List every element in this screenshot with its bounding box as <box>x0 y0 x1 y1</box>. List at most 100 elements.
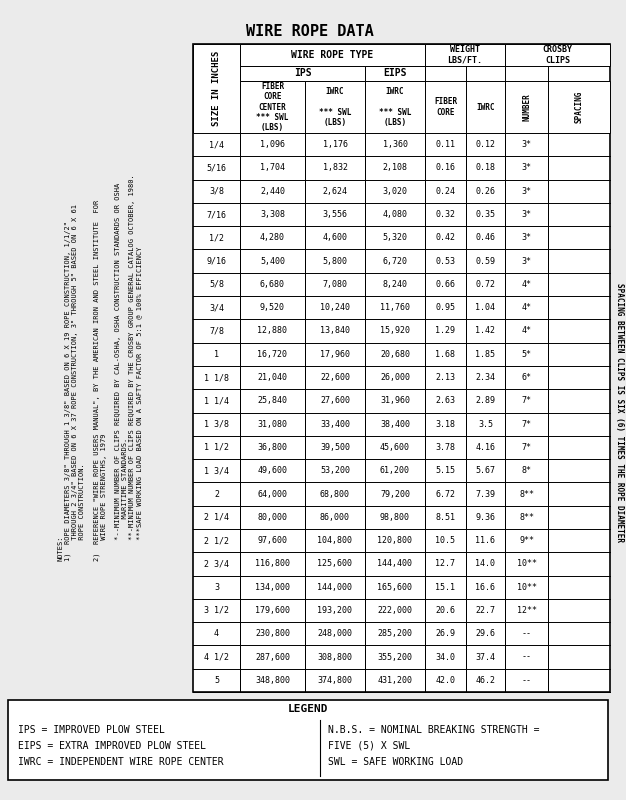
Text: 3: 3 <box>214 582 219 592</box>
Bar <box>240 66 365 81</box>
Text: 7*: 7* <box>521 396 531 406</box>
Text: 4 1/2: 4 1/2 <box>204 653 229 662</box>
Bar <box>365 81 425 133</box>
Text: 1,096: 1,096 <box>260 140 285 149</box>
Text: 7*: 7* <box>521 443 531 452</box>
Text: 104,800: 104,800 <box>317 536 352 545</box>
Text: 79,200: 79,200 <box>380 490 410 498</box>
Text: 10.5: 10.5 <box>436 536 456 545</box>
Text: 348,800: 348,800 <box>255 676 290 685</box>
Text: 26.9: 26.9 <box>436 630 456 638</box>
Text: 22.7: 22.7 <box>476 606 496 615</box>
Text: CROSBY
CLIPS: CROSBY CLIPS <box>543 46 573 65</box>
Text: FIBER
CORE: FIBER CORE <box>434 97 457 117</box>
Text: 2 3/4: 2 3/4 <box>204 559 229 568</box>
Text: 61,200: 61,200 <box>380 466 410 475</box>
Text: EIPS: EIPS <box>383 69 407 78</box>
Text: 0.24: 0.24 <box>436 186 456 196</box>
Text: 0.53: 0.53 <box>436 257 456 266</box>
Text: 222,000: 222,000 <box>377 606 413 615</box>
Text: 31,960: 31,960 <box>380 396 410 406</box>
Text: 1,360: 1,360 <box>382 140 408 149</box>
Text: 5,800: 5,800 <box>322 257 347 266</box>
Bar <box>548 81 610 133</box>
Text: 9**: 9** <box>519 536 534 545</box>
Text: 33,400: 33,400 <box>320 420 350 429</box>
Text: 1 1/8: 1 1/8 <box>204 373 229 382</box>
Text: 98,800: 98,800 <box>380 513 410 522</box>
Text: 6,720: 6,720 <box>382 257 408 266</box>
Text: 0.16: 0.16 <box>436 163 456 173</box>
Bar <box>193 44 610 692</box>
Text: 1.04: 1.04 <box>476 303 496 312</box>
Text: SIZE IN INCHES: SIZE IN INCHES <box>212 51 221 126</box>
Text: 3*: 3* <box>521 186 531 196</box>
Text: 15.1: 15.1 <box>436 582 456 592</box>
Text: 27,600: 27,600 <box>320 396 350 406</box>
Text: 10**: 10** <box>516 582 536 592</box>
Text: 134,000: 134,000 <box>255 582 290 592</box>
Text: 355,200: 355,200 <box>377 653 413 662</box>
Text: 120,800: 120,800 <box>377 536 413 545</box>
Text: 230,800: 230,800 <box>255 630 290 638</box>
Text: 1: 1 <box>214 350 219 358</box>
Text: 287,600: 287,600 <box>255 653 290 662</box>
Text: SPACING: SPACING <box>575 91 583 123</box>
Text: SPACING BETWEEN CLIPS IS SIX (6) TIMES THE ROPE DIAMETER: SPACING BETWEEN CLIPS IS SIX (6) TIMES T… <box>615 283 625 542</box>
Text: 3/4: 3/4 <box>209 303 224 312</box>
Text: 1 3/8: 1 3/8 <box>204 420 229 429</box>
Text: 3*: 3* <box>521 210 531 219</box>
Bar <box>466 81 505 133</box>
Text: 5.67: 5.67 <box>476 466 496 475</box>
Bar <box>505 81 548 133</box>
Text: 46.2: 46.2 <box>476 676 496 685</box>
Text: 5: 5 <box>214 676 219 685</box>
Text: 64,000: 64,000 <box>257 490 287 498</box>
Text: 37.4: 37.4 <box>476 653 496 662</box>
Text: 2 1/4: 2 1/4 <box>204 513 229 522</box>
Bar <box>240 44 425 66</box>
Text: 1 1/4: 1 1/4 <box>204 396 229 406</box>
Text: 36,800: 36,800 <box>257 443 287 452</box>
Text: 4: 4 <box>214 630 219 638</box>
Text: 4,280: 4,280 <box>260 234 285 242</box>
Bar <box>425 81 466 133</box>
Text: 7*: 7* <box>521 420 531 429</box>
Bar <box>193 44 240 133</box>
Text: 0.12: 0.12 <box>476 140 496 149</box>
Text: 3,020: 3,020 <box>382 186 408 196</box>
Text: 8,240: 8,240 <box>382 280 408 289</box>
Text: 16,720: 16,720 <box>257 350 287 358</box>
Text: 29.6: 29.6 <box>476 630 496 638</box>
Text: 8*: 8* <box>521 466 531 475</box>
Text: 4.16: 4.16 <box>476 443 496 452</box>
Text: 125,600: 125,600 <box>317 559 352 568</box>
Text: 1,704: 1,704 <box>260 163 285 173</box>
Text: N.B.S. = NOMINAL BREAKING STRENGTH =
FIVE (5) X SWL
SWL = SAFE WORKING LOAD: N.B.S. = NOMINAL BREAKING STRENGTH = FIV… <box>328 726 540 766</box>
Text: 1 3/4: 1 3/4 <box>204 466 229 475</box>
Text: 53,200: 53,200 <box>320 466 350 475</box>
Bar <box>365 66 425 81</box>
Bar <box>425 44 505 66</box>
Text: 144,400: 144,400 <box>377 559 413 568</box>
Text: 86,000: 86,000 <box>320 513 350 522</box>
Text: 9.36: 9.36 <box>476 513 496 522</box>
Text: 0.66: 0.66 <box>436 280 456 289</box>
Text: IWRC: IWRC <box>476 102 495 111</box>
Text: 21,040: 21,040 <box>257 373 287 382</box>
Text: IPS = IMPROVED PLOW STEEL
EIPS = EXTRA IMPROVED PLOW STEEL
IWRC = INDEPENDENT WI: IPS = IMPROVED PLOW STEEL EIPS = EXTRA I… <box>18 726 223 766</box>
Text: 5*: 5* <box>521 350 531 358</box>
Text: 3*: 3* <box>521 257 531 266</box>
Text: 0.32: 0.32 <box>436 210 456 219</box>
Text: 2.89: 2.89 <box>476 396 496 406</box>
Text: 12,880: 12,880 <box>257 326 287 335</box>
Text: WIRE ROPE TYPE: WIRE ROPE TYPE <box>291 50 374 60</box>
Text: 1,832: 1,832 <box>322 163 347 173</box>
Text: 14.0: 14.0 <box>476 559 496 568</box>
Text: 285,200: 285,200 <box>377 630 413 638</box>
Bar <box>305 81 365 133</box>
Text: 12.7: 12.7 <box>436 559 456 568</box>
Text: 1.85: 1.85 <box>476 350 496 358</box>
Text: --: -- <box>521 676 531 685</box>
Text: 38,400: 38,400 <box>380 420 410 429</box>
